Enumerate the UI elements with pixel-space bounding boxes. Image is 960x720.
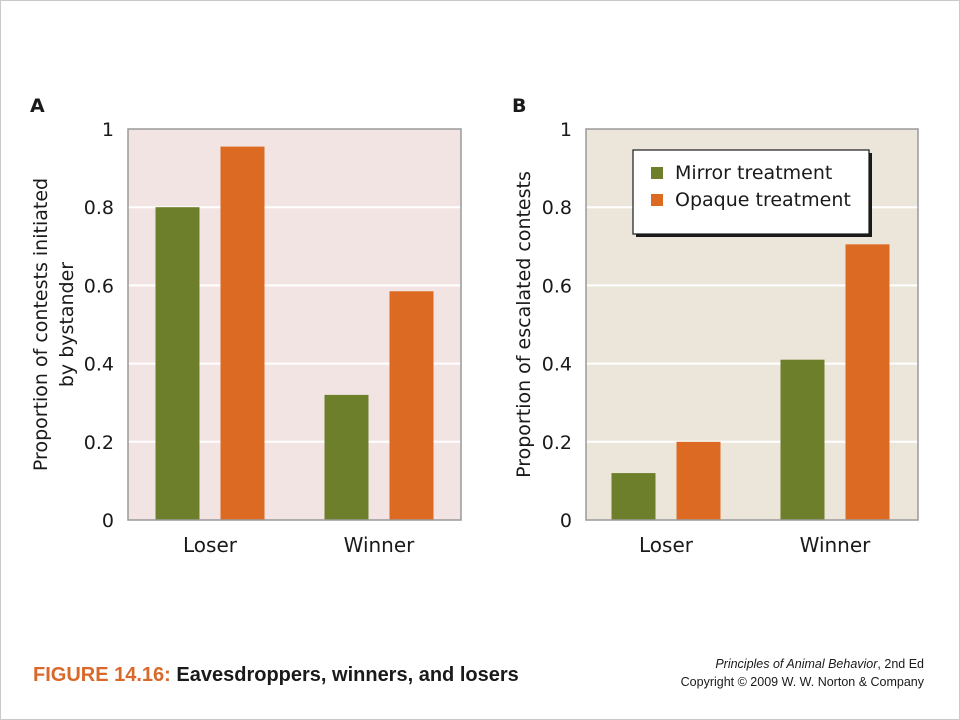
panel-a-y-tick-label: 0.2 <box>84 432 114 454</box>
figure-caption: FIGURE 14.16: Eavesdroppers, winners, an… <box>33 664 519 687</box>
panel-b-y-tick-label: 0.4 <box>542 354 572 376</box>
panel-a-y-axis-label: by bystander <box>56 262 78 387</box>
panel-b-bar-opaque-winner <box>845 244 890 520</box>
panel-a-y-tick-label: 0.6 <box>84 275 114 297</box>
panel-b-plot-border <box>585 128 919 521</box>
panel-a-bar-mirror-loser <box>155 207 200 520</box>
panel-a-x-tick-label: Winner <box>344 533 416 557</box>
panel-b-legend-box <box>632 149 870 235</box>
panel-b-y-tick-label: 0.8 <box>542 197 572 219</box>
panel-a-label: A <box>30 95 45 117</box>
panel-a-bar-mirror-winner <box>324 394 369 520</box>
panel-b-bar-mirror-winner <box>780 359 825 520</box>
copyright-notice: Copyright © 2009 W. W. Norton & Company <box>680 675 924 689</box>
panel-b-y-tick-label: 1 <box>560 119 572 141</box>
panel-b-legend-entry-mirror: Mirror treatment <box>675 162 832 184</box>
panel-b-y-axis-label: Proportion of escalated contests <box>513 171 535 478</box>
panel-b-legend-swatch-opaque <box>651 194 663 206</box>
credits: Principles of Animal Behavior, 2nd Ed Co… <box>681 655 924 691</box>
figure-title: Eavesdroppers, winners, and losers <box>176 664 519 686</box>
panel-a-y-tick-label: 0.4 <box>84 354 114 376</box>
panel-b-y-tick-label: 0.6 <box>542 275 572 297</box>
panel-b-y-tick-label: 0.2 <box>542 432 572 454</box>
book-citation: Principles of Animal Behavior, 2nd Ed <box>681 655 924 673</box>
panel-a-plot-border <box>127 128 462 521</box>
panel-b-label: B <box>512 95 526 117</box>
panel-a-x-tick-label: Loser <box>183 533 238 557</box>
panel-b-x-tick-label: Winner <box>800 533 872 557</box>
panel-a-y-tick-label: 0.8 <box>84 197 114 219</box>
panel-a-y-tick-label: 0 <box>102 510 114 532</box>
book-title: Principles of Animal Behavior <box>715 657 878 671</box>
panel-a-y-tick-label: 1 <box>102 119 114 141</box>
panel-b-y-tick-label: 0 <box>560 510 572 532</box>
panel-b-x-tick-label: Loser <box>639 533 694 557</box>
panel-b-legend-swatch-mirror <box>651 167 663 179</box>
figure-number: FIGURE 14.16: <box>33 664 171 686</box>
panel-b-bar-mirror-loser <box>611 473 656 520</box>
panel-b-legend-entry-opaque: Opaque treatment <box>675 189 851 211</box>
panel-b-bar-opaque-loser <box>676 441 721 520</box>
panel-a-bar-opaque-loser <box>220 146 265 520</box>
panel-a-y-axis-label: Proportion of contests initiated <box>30 178 52 471</box>
book-edition: , 2nd Ed <box>877 657 924 671</box>
panel-a-bar-opaque-winner <box>389 291 434 520</box>
